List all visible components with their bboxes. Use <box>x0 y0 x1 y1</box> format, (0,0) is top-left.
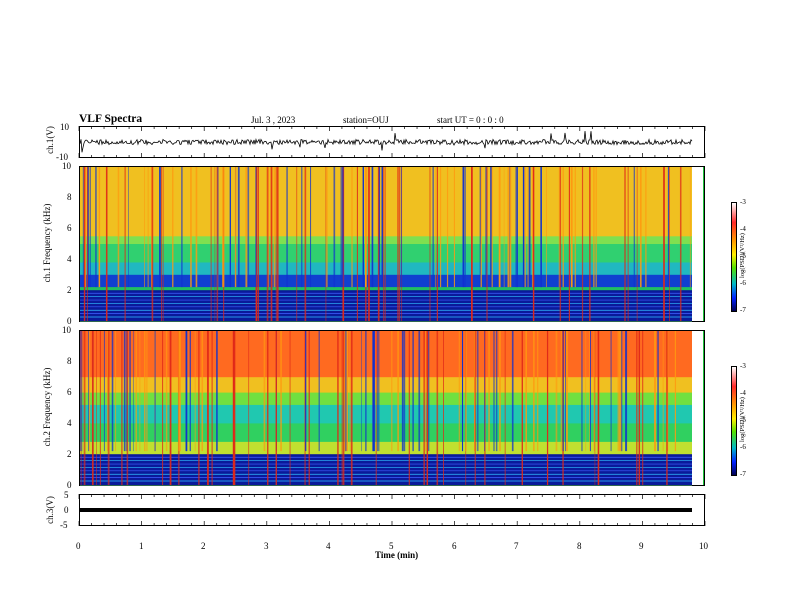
low-frequency-band <box>80 290 692 321</box>
spectrogram-ch1 <box>80 167 703 322</box>
ch1-freq-tick-8: 8 <box>67 192 72 202</box>
spectrogram-band <box>80 244 692 263</box>
ch1-ytick-top: 10 <box>60 122 69 132</box>
spectrogram-band <box>80 274 692 288</box>
x-axis-label: Time (min) <box>375 550 419 560</box>
ch2-freq-tick-4: 4 <box>67 418 72 428</box>
chart-title: VLF Spectra <box>79 113 143 125</box>
no-data-region <box>692 331 703 485</box>
ch2-freq-tick-10: 10 <box>62 325 71 335</box>
ch3-ytick-0: 0 <box>64 505 69 515</box>
spectrogram-band <box>80 236 692 245</box>
ch1-ytick-bottom: -10 <box>56 152 68 162</box>
spectrogram-band <box>80 262 692 276</box>
xtick-2: 2 <box>201 541 206 551</box>
ch1-cbar-tick-3: -3 <box>740 198 746 206</box>
xtick-9: 9 <box>639 541 644 551</box>
xtick-3: 3 <box>264 541 269 551</box>
xtick-1: 1 <box>139 541 144 551</box>
ch2-freq-tick-6: 6 <box>67 387 72 397</box>
low-frequency-band <box>80 454 692 485</box>
xtick-6: 6 <box>452 541 457 551</box>
ch2-cbar-tick-5: -5 <box>740 416 746 424</box>
ch1-freq-tick-6: 6 <box>67 223 72 233</box>
ch1-cbar-tick-6: -6 <box>740 279 746 287</box>
ch1-colorbar <box>731 202 737 312</box>
ch2-cbar-tick-7: -7 <box>740 470 746 478</box>
ch1-waveform-trace <box>79 131 693 153</box>
spectrogram-band <box>80 331 692 378</box>
no-data-region <box>692 167 703 321</box>
ch3-ytick-5: 5 <box>64 490 69 500</box>
xtick-7: 7 <box>514 541 519 551</box>
spectrogram-band <box>80 167 692 237</box>
ch3-ytick-minus5: -5 <box>60 520 68 530</box>
ch1-cbar-tick-4: -4 <box>740 225 746 233</box>
spectrogram-band <box>80 404 692 424</box>
ch2-freq-tick-2: 2 <box>67 449 72 459</box>
date-label: Jul. 3 , 2023 <box>251 115 296 125</box>
ch2-colorbar <box>731 366 737 476</box>
ch2-cbar-tick-3: -3 <box>740 362 746 370</box>
spectrogram-band <box>80 423 692 443</box>
ch1-freq-tick-4: 4 <box>67 254 72 264</box>
xtick-4: 4 <box>326 541 331 551</box>
ch1-cbar-tick-5: -5 <box>740 252 746 260</box>
spectrogram-band <box>80 377 692 394</box>
xtick-10: 10 <box>699 541 708 551</box>
ch2-cbar-tick-6: -6 <box>740 443 746 451</box>
xtick-8: 8 <box>577 541 582 551</box>
ch1-cbar-tick-7: -7 <box>740 306 746 314</box>
ch1-freq-tick-0: 0 <box>67 316 72 326</box>
station-label: station=OUJ <box>343 115 389 125</box>
xtick-0: 0 <box>76 541 81 551</box>
ch1-freq-tick-2: 2 <box>67 285 72 295</box>
ch2-cbar-tick-4: -4 <box>740 389 746 397</box>
xtick-5: 5 <box>389 541 394 551</box>
ch1-freq-tick-10: 10 <box>62 161 71 171</box>
start-time-label: start UT = 0 : 0 : 0 <box>437 115 504 125</box>
ch2-freq-tick-0: 0 <box>67 480 72 490</box>
spectrogram-band <box>80 392 692 406</box>
ch2-freq-tick-8: 8 <box>67 356 72 366</box>
spectrogram-ch2 <box>80 331 703 486</box>
